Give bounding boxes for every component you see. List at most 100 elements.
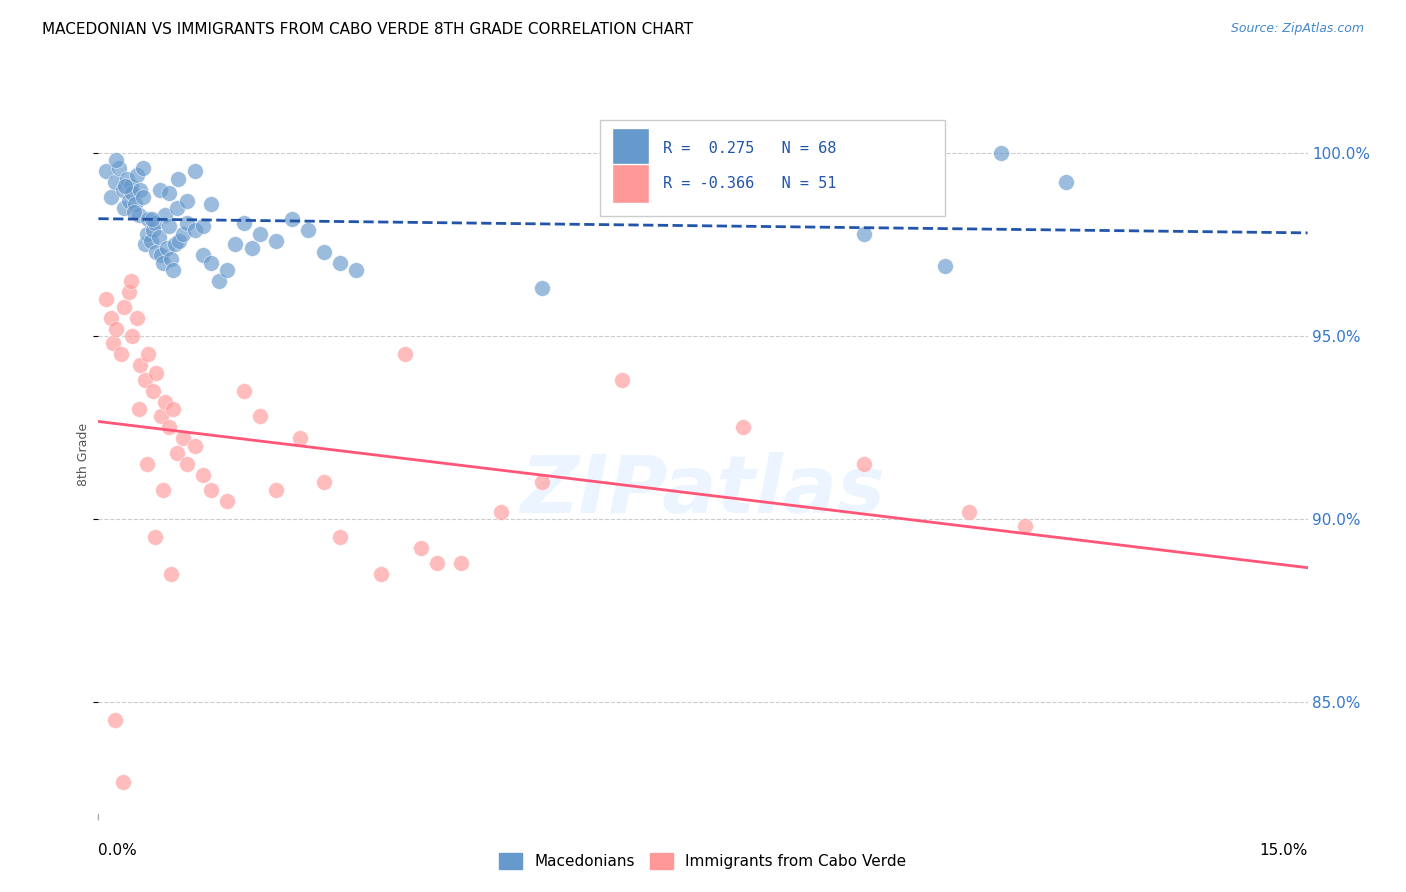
Point	[264, 234, 287, 248]
Point	[142, 384, 165, 398]
Point	[853, 227, 876, 241]
Point	[124, 197, 146, 211]
Point	[115, 171, 138, 186]
Point	[149, 183, 172, 197]
Point	[118, 194, 141, 208]
Point	[166, 201, 188, 215]
Point	[142, 223, 165, 237]
Text: MACEDONIAN VS IMMIGRANTS FROM CABO VERDE 8TH GRADE CORRELATION CHART: MACEDONIAN VS IMMIGRANTS FROM CABO VERDE…	[42, 22, 693, 37]
Point	[111, 183, 134, 197]
Point	[112, 201, 135, 215]
Point	[172, 432, 194, 446]
Point	[100, 310, 122, 325]
Point	[157, 186, 180, 201]
Point	[217, 263, 239, 277]
Point	[96, 164, 118, 178]
Point	[200, 256, 222, 270]
Point	[160, 252, 183, 267]
Point	[163, 237, 186, 252]
Point	[103, 175, 125, 189]
Point	[176, 215, 198, 229]
Point	[105, 321, 128, 335]
Point	[128, 402, 150, 417]
Text: ZIPatlas: ZIPatlas	[520, 451, 886, 530]
Point	[957, 505, 980, 519]
Point	[370, 566, 392, 581]
Point	[162, 402, 184, 417]
Point	[143, 530, 166, 544]
Point	[217, 493, 239, 508]
Point	[138, 211, 160, 226]
Point	[193, 219, 215, 234]
Point	[314, 475, 336, 490]
Point	[152, 483, 174, 497]
Point	[114, 178, 136, 193]
Text: 0.0%: 0.0%	[98, 843, 138, 858]
Point	[101, 336, 124, 351]
Point	[853, 457, 876, 471]
Point	[120, 274, 142, 288]
Point	[172, 227, 194, 241]
Point	[129, 358, 152, 372]
Point	[150, 248, 173, 262]
FancyBboxPatch shape	[613, 164, 648, 203]
Point	[240, 241, 263, 255]
Point	[990, 146, 1012, 161]
Point	[193, 248, 215, 262]
Point	[110, 347, 132, 361]
Point	[344, 263, 367, 277]
Point	[176, 194, 198, 208]
Point	[128, 208, 150, 222]
Point	[281, 211, 304, 226]
Point	[132, 161, 155, 175]
Point	[134, 237, 156, 252]
Point	[184, 439, 207, 453]
Point	[107, 161, 129, 175]
Point	[232, 384, 254, 398]
Legend: Macedonians, Immigrants from Cabo Verde: Macedonians, Immigrants from Cabo Verde	[494, 847, 912, 875]
Point	[612, 373, 634, 387]
Point	[167, 171, 190, 186]
Text: Source: ZipAtlas.com: Source: ZipAtlas.com	[1230, 22, 1364, 36]
Point	[129, 183, 152, 197]
Point	[491, 505, 513, 519]
Point	[232, 215, 254, 229]
Point	[111, 775, 134, 789]
Text: R =  0.275   N = 68: R = 0.275 N = 68	[664, 141, 837, 155]
Point	[162, 263, 184, 277]
Point	[167, 234, 190, 248]
Point	[409, 541, 432, 556]
Point	[120, 178, 142, 193]
Point	[208, 274, 231, 288]
FancyBboxPatch shape	[613, 128, 648, 168]
Point	[160, 566, 183, 581]
Point	[122, 204, 145, 219]
Point	[153, 395, 176, 409]
Point	[118, 285, 141, 299]
Point	[1014, 519, 1036, 533]
Point	[156, 241, 179, 255]
Point	[530, 475, 553, 490]
Point	[135, 227, 157, 241]
Point	[200, 197, 222, 211]
Point	[127, 168, 149, 182]
Point	[249, 409, 271, 424]
Text: 15.0%: 15.0%	[1260, 843, 1308, 858]
Point	[157, 219, 180, 234]
Point	[288, 432, 311, 446]
Point	[733, 420, 755, 434]
Point	[112, 300, 135, 314]
Point	[176, 457, 198, 471]
Point	[426, 556, 449, 570]
Point	[150, 409, 173, 424]
Point	[148, 230, 170, 244]
Point	[127, 310, 149, 325]
FancyBboxPatch shape	[600, 120, 945, 216]
Point	[249, 227, 271, 241]
Point	[153, 208, 176, 222]
Point	[530, 281, 553, 295]
Point	[329, 256, 352, 270]
Point	[138, 347, 160, 361]
Point	[152, 256, 174, 270]
Point	[143, 215, 166, 229]
